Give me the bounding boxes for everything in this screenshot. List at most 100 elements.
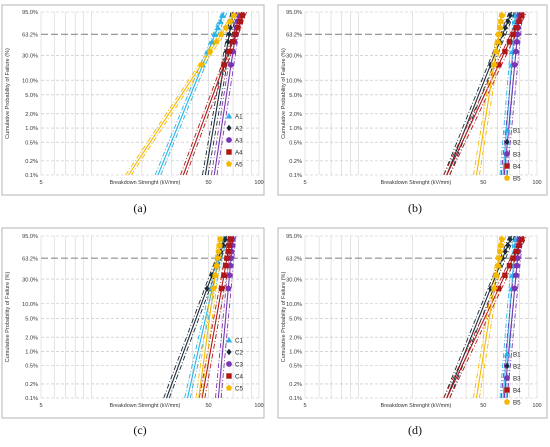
y-tick-label: 30.0% xyxy=(22,54,38,60)
y-tick-label: 1.0% xyxy=(25,126,38,132)
data-point-c5 xyxy=(215,248,222,255)
data-point-a1 xyxy=(214,24,222,31)
series-b4 xyxy=(443,235,527,399)
data-point-b2 xyxy=(500,31,506,38)
data-point-c4 xyxy=(222,262,229,269)
data-point-b4 xyxy=(513,248,519,255)
series-line-b2-lower-bound xyxy=(443,11,510,176)
x-tick-label: 5 xyxy=(39,403,42,409)
y-tick-label: 95.0% xyxy=(22,10,38,16)
legend-marker-b3 xyxy=(504,375,510,381)
legend-marker-b3 xyxy=(504,151,510,157)
y-tick-label: 2.0% xyxy=(289,335,302,341)
data-point-b2 xyxy=(507,236,513,243)
legend-label-a3: A3 xyxy=(235,137,243,144)
data-point-a5 xyxy=(226,18,233,24)
y-tick-label: 63.2% xyxy=(22,256,38,262)
data-point-a2 xyxy=(226,31,232,38)
y-tick-label: 5.0% xyxy=(25,93,38,99)
x-tick-label: 50 xyxy=(480,180,486,186)
y-tick-label: 0.1% xyxy=(25,396,38,402)
legend-marker-b5 xyxy=(503,398,511,405)
data-point-b4 xyxy=(513,24,519,31)
data-point-a4 xyxy=(232,31,239,38)
y-tick-label: 63.2% xyxy=(22,33,38,39)
series-line-b3-upper-bound xyxy=(506,11,524,176)
y-axis-label: Cumulative Probability of Failure (%) xyxy=(5,271,11,362)
series-line-a5 xyxy=(128,11,237,176)
y-tick-label: 0.5% xyxy=(289,364,302,370)
series-line-b1-lower-bound xyxy=(499,235,514,399)
data-point-b5 xyxy=(498,12,505,19)
y-tick-label: 10.0% xyxy=(22,302,38,308)
legend-label-b1: B1 xyxy=(513,351,521,358)
legend-label-b3: B3 xyxy=(513,151,521,158)
legend-marker-b4 xyxy=(504,163,510,169)
legend-marker-a4 xyxy=(226,149,232,155)
y-tick-label: 10.0% xyxy=(286,302,302,308)
chart-panel-a: 95.0% 63.2% 30.0% 10.0% 5.0% 2.0% 1.0% 0.5% 0.2%… xyxy=(1,4,265,196)
y-tick-label: 30.0% xyxy=(22,277,38,283)
data-point-b5 xyxy=(496,24,503,31)
y-tick-label: 10.0% xyxy=(22,78,38,84)
legend-marker-b1 xyxy=(503,126,511,133)
y-tick-label: 0.2% xyxy=(25,382,38,388)
x-tick-label: 50 xyxy=(205,403,211,409)
series-line-a3-upper-bound xyxy=(216,11,243,176)
series-c4 xyxy=(198,235,235,399)
data-point-b2 xyxy=(502,24,508,31)
series-line-c2-upper-bound xyxy=(168,235,230,399)
series-line-c4-upper-bound xyxy=(204,235,235,399)
x-tick-label: 100 xyxy=(254,180,263,186)
y-tick-label: 10.0% xyxy=(286,78,302,84)
x-tick-label: 50 xyxy=(205,180,211,186)
data-point-b3 xyxy=(513,272,519,279)
series-line-b5-lower-bound xyxy=(472,235,501,399)
legend-label-b1: B1 xyxy=(513,127,521,134)
legend-label-c2: C2 xyxy=(235,349,243,356)
data-point-a5 xyxy=(218,31,225,37)
y-tick-label: 1.0% xyxy=(25,350,38,356)
data-point-b4 xyxy=(506,39,513,45)
legend-label-a1: A1 xyxy=(235,113,243,120)
panel-caption-a: (a) xyxy=(133,201,147,215)
legend-marker-a5 xyxy=(225,160,233,167)
x-axis-label: Breakdown Strenght (kV/mm) xyxy=(110,403,181,409)
y-tick-label: 2.0% xyxy=(25,335,38,341)
data-point-a1 xyxy=(217,18,224,24)
data-point-b3 xyxy=(511,62,518,68)
x-tick-label: 100 xyxy=(532,403,541,409)
data-point-a5 xyxy=(213,38,220,45)
y-axis-label: Cumulative Probability of Failure (%) xyxy=(281,271,287,362)
chart-panel-b: 95.0% 63.2% 30.0% 10.0% 5.0% 2.0% 1.0% 0.5% 0.2%… xyxy=(277,4,548,196)
y-tick-label: 0.1% xyxy=(289,173,302,179)
series-line-b5-upper-bound xyxy=(478,11,506,176)
data-point-b4 xyxy=(495,285,502,292)
data-point-b5 xyxy=(490,285,498,292)
data-point-b5 xyxy=(497,242,504,248)
data-point-c3 xyxy=(226,272,233,279)
data-point-b4 xyxy=(516,18,522,25)
data-point-a4 xyxy=(229,39,236,45)
series-line-c2-lower-bound xyxy=(163,235,225,399)
legend-label-b4: B4 xyxy=(513,387,521,394)
data-point-a2 xyxy=(225,38,231,46)
series-b4 xyxy=(443,11,527,176)
legend-label-b2: B2 xyxy=(513,363,521,370)
y-tick-label: 2.0% xyxy=(289,112,302,118)
x-axis-label: Breakdown Strenght (kV/mm) xyxy=(381,403,452,409)
y-tick-label: 0.5% xyxy=(25,140,38,146)
series-line-b2-upper-bound xyxy=(449,235,516,399)
data-point-b2 xyxy=(505,242,511,249)
series-b5 xyxy=(472,11,506,176)
legend-label-c1: C1 xyxy=(235,337,243,344)
chart-panel-c: 95.0% 63.2% 30.0% 10.0% 5.0% 2.0% 1.0% 0.5% 0.2%… xyxy=(1,227,265,419)
series-line-a2 xyxy=(204,11,234,176)
legend-marker-c2 xyxy=(226,348,232,356)
data-point-b5 xyxy=(494,262,501,269)
legend-marker-c4 xyxy=(226,373,232,379)
data-point-a2 xyxy=(227,24,233,31)
x-axis-label: Breakdown Strenght (kV/mm) xyxy=(381,180,452,186)
legend-label-b5: B5 xyxy=(513,175,521,182)
